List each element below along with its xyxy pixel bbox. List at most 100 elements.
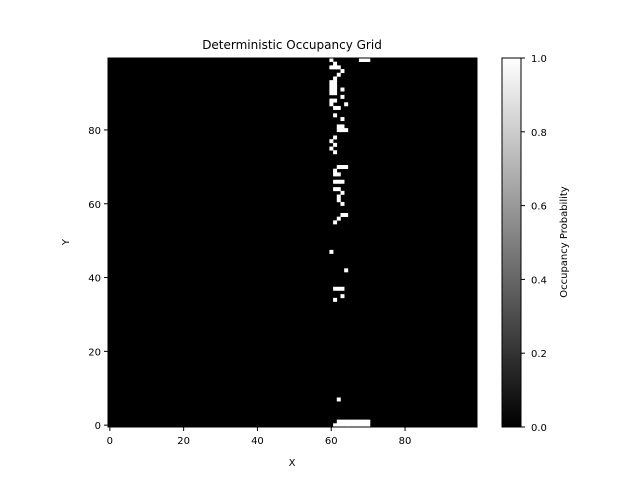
x-tick-label: 40	[251, 436, 264, 447]
occupied-cell	[355, 419, 360, 424]
occupied-cell	[340, 87, 345, 92]
occupied-cell	[329, 58, 334, 62]
occupied-cell	[362, 58, 367, 62]
occupied-cell	[355, 423, 360, 428]
x-tick-label: 80	[399, 436, 412, 447]
plot-frame	[107, 57, 478, 428]
occupied-cell	[336, 286, 341, 291]
occupied-cell	[340, 201, 345, 206]
occupied-cell	[336, 194, 341, 199]
occupied-cell	[340, 94, 345, 99]
occupied-cell	[340, 179, 345, 184]
occupied-cell	[340, 212, 345, 217]
occupied-cell	[333, 135, 338, 140]
occupied-cell	[366, 419, 371, 424]
occupied-cell	[366, 58, 371, 62]
x-tick-label: 0	[107, 436, 113, 447]
occupied-cell	[333, 87, 338, 92]
occupied-cell	[333, 61, 338, 66]
occupied-cell	[333, 220, 338, 225]
occupied-cell	[340, 128, 345, 133]
y-tick-label: 0	[95, 421, 101, 432]
occupied-cell	[344, 268, 349, 273]
occupied-cell	[329, 65, 334, 70]
occupied-cell	[333, 179, 338, 184]
occupied-cell	[333, 83, 338, 88]
occupied-cell	[344, 212, 349, 217]
occupied-cell	[340, 423, 345, 428]
occupied-cell	[333, 297, 338, 302]
x-tick-label: 60	[325, 436, 338, 447]
occupied-cell	[340, 165, 345, 169]
occupied-cell	[336, 124, 341, 129]
occupied-cell	[336, 419, 341, 424]
colorbar-tick-label: 0.4	[531, 275, 547, 286]
occupied-cell	[333, 286, 338, 291]
occupied-cell	[333, 91, 338, 96]
occupied-cell	[329, 249, 334, 254]
occupied-cell	[333, 168, 338, 173]
occupied-cell	[351, 419, 356, 424]
colorbar-tick-label: 1.0	[531, 54, 547, 65]
occupied-cell	[362, 419, 367, 424]
occupied-cell	[358, 419, 363, 424]
occupied-cell	[333, 150, 338, 155]
occupied-cell	[336, 187, 341, 192]
occupied-cell	[340, 190, 345, 195]
occupied-cell	[333, 113, 338, 118]
occupied-cell	[344, 419, 349, 424]
y-tick-label: 80	[88, 126, 101, 137]
y-axis-ticks: 0 20 40 60 80	[88, 126, 108, 432]
occupied-cell	[362, 423, 367, 428]
occupied-cell	[333, 80, 338, 85]
occupied-cell	[336, 165, 341, 169]
occupied-cell	[340, 286, 345, 291]
occupied-cell	[333, 187, 338, 192]
occupied-cell	[344, 102, 349, 107]
colorbar-tick-label: 0.0	[531, 423, 547, 434]
occupied-cell	[366, 423, 371, 428]
colorbar-tick-label: 0.8	[531, 128, 547, 139]
colorbar-tick-label: 0.6	[531, 202, 547, 213]
y-tick-label: 20	[88, 347, 101, 358]
occupied-cell	[329, 87, 334, 92]
occupied-cell	[347, 423, 352, 428]
occupied-cell	[336, 198, 341, 203]
occupied-cell	[340, 294, 345, 299]
y-tick-label: 40	[88, 274, 101, 285]
occupied-cell	[329, 146, 334, 151]
chart-title: Deterministic Occupancy Grid	[202, 38, 382, 52]
y-axis-label: Y	[61, 238, 72, 246]
occupied-cell	[333, 105, 338, 110]
occupied-cell	[340, 69, 345, 74]
y-tick-label: 60	[88, 200, 101, 211]
x-tick-label: 20	[177, 436, 190, 447]
occupied-cell	[351, 423, 356, 428]
colorbar	[501, 57, 522, 428]
colorbar-tick-label: 0.2	[531, 349, 547, 360]
occupied-cell	[336, 105, 341, 110]
occupied-cell	[329, 83, 334, 88]
occupied-cell	[336, 423, 341, 428]
occupied-cell	[333, 76, 338, 81]
occupied-cell	[329, 98, 334, 103]
occupied-cell	[329, 102, 334, 107]
occupied-cell	[340, 124, 345, 129]
occupied-cell	[333, 65, 338, 70]
occupied-cell	[333, 423, 338, 428]
occupied-cell	[329, 139, 334, 144]
x-axis-ticks: 0 20 40 60 80	[107, 427, 412, 447]
occupied-cell	[336, 65, 341, 70]
occupied-cells	[329, 58, 371, 428]
occupied-cell	[329, 80, 334, 85]
occupied-cell	[336, 179, 341, 184]
occupied-cell	[347, 419, 352, 424]
occupied-cell	[344, 423, 349, 428]
occupied-cell	[336, 72, 341, 77]
occupied-cell	[336, 128, 341, 133]
occupied-cell	[336, 172, 341, 177]
occupied-cell	[333, 172, 338, 177]
occupied-cell	[333, 142, 338, 147]
grid-background	[108, 58, 477, 427]
